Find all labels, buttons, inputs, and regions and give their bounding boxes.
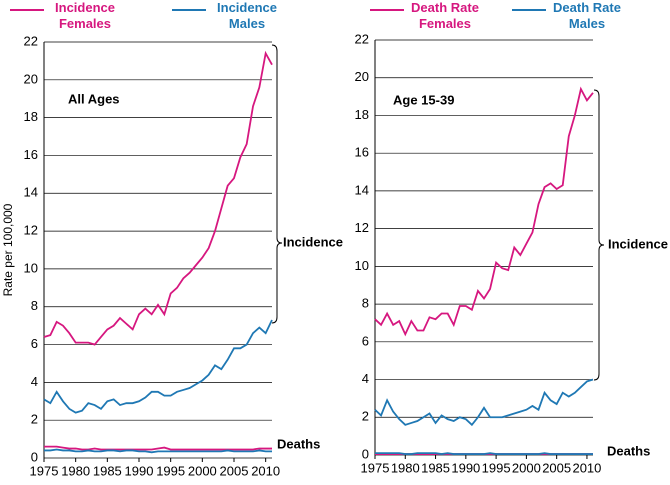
y-tick-label: 18 — [355, 107, 369, 122]
y-tick-label: 14 — [355, 182, 369, 197]
x-tick-label: 2005 — [542, 460, 571, 475]
y-tick-label: 2 — [31, 412, 38, 427]
y-tick-label: 6 — [362, 333, 369, 348]
y-tick-label: 22 — [355, 31, 369, 46]
annotation: Incidence — [608, 236, 668, 251]
y-tick-label: 6 — [31, 336, 38, 351]
x-tick-label: 2005 — [220, 463, 249, 478]
x-tick-label: 1985 — [93, 463, 122, 478]
series-line — [375, 452, 593, 455]
y-tick-label: 22 — [24, 33, 38, 48]
legend-label: Incidence Females — [55, 0, 115, 31]
y-axis-label: Rate per 100,000 — [1, 203, 15, 296]
y-tick-label: 20 — [24, 71, 38, 86]
panel-label: Age 15-39 — [393, 92, 454, 107]
y-tick-label: 10 — [24, 260, 38, 275]
y-tick-label: 12 — [355, 220, 369, 235]
series-line — [374, 378, 594, 427]
annotation: Deaths — [277, 436, 320, 451]
y-tick-label: 8 — [362, 296, 369, 311]
x-tick-label: 1975 — [361, 460, 390, 475]
x-tick-label: 2010 — [251, 463, 280, 478]
annotation: Deaths — [607, 443, 650, 458]
x-tick-label: 1990 — [125, 463, 154, 478]
annotation: Incidence — [283, 234, 343, 249]
y-tick-label: 10 — [355, 258, 369, 273]
y-tick-label: 2 — [362, 409, 369, 424]
x-tick-label: 1990 — [451, 460, 480, 475]
y-tick-label: 16 — [24, 147, 38, 162]
x-tick-label: 1975 — [30, 463, 59, 478]
y-tick-label: 20 — [355, 69, 369, 84]
series-line — [43, 319, 273, 414]
y-tick-label: 4 — [362, 371, 369, 386]
y-tick-label: 18 — [24, 109, 38, 124]
legend-label: Incidence Males — [217, 0, 277, 31]
panel-label: All Ages — [68, 91, 120, 106]
series-line — [374, 86, 594, 337]
x-tick-label: 2000 — [512, 460, 541, 475]
legend-label: Death Rate Females — [411, 0, 479, 31]
y-tick-label: 4 — [31, 374, 38, 389]
y-tick-label: 12 — [24, 223, 38, 238]
brace — [271, 44, 283, 324]
x-tick-label: 1980 — [391, 460, 420, 475]
y-tick-label: 16 — [355, 145, 369, 160]
y-tick-label: 0 — [31, 449, 38, 464]
y-tick-label: 14 — [24, 185, 38, 200]
x-tick-label: 2010 — [572, 460, 601, 475]
x-tick-label: 1995 — [156, 463, 185, 478]
y-tick-label: 8 — [31, 298, 38, 313]
y-tick-label: 0 — [362, 446, 369, 461]
x-tick-label: 2000 — [188, 463, 217, 478]
legend-label: Death Rate Males — [553, 0, 621, 31]
series-line — [43, 50, 273, 346]
x-tick-label: 1995 — [482, 460, 511, 475]
x-tick-label: 1980 — [61, 463, 90, 478]
series-line — [44, 445, 272, 451]
brace — [593, 89, 605, 381]
x-tick-label: 1985 — [421, 460, 450, 475]
series-line — [44, 448, 272, 454]
